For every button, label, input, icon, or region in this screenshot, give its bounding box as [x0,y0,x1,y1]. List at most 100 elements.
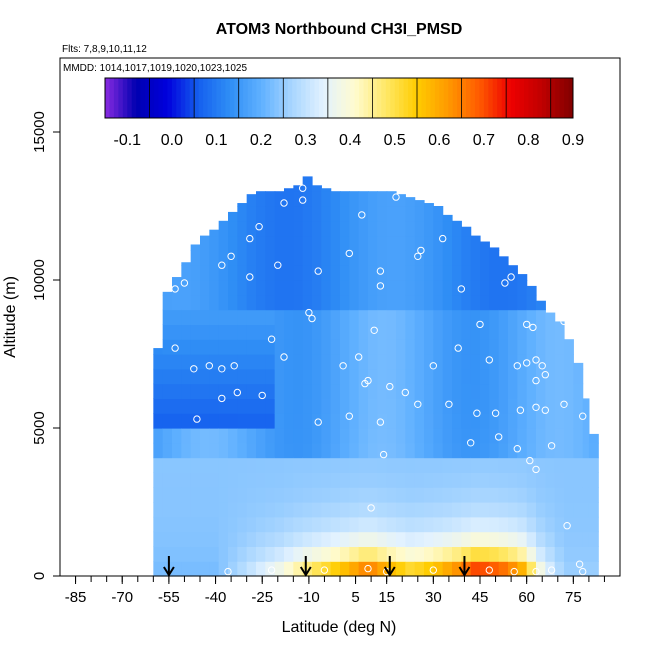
colorbar-tick-label: 0.4 [339,132,361,149]
heatmap-cell [312,561,322,577]
observation-point [563,522,571,530]
heatmap-cell [545,354,556,370]
heatmap-cell [405,413,416,429]
heatmap-cell [321,428,332,444]
colorbar-frame [104,77,574,119]
heatmap-cell [162,368,173,385]
heatmap-cell [312,250,322,266]
heatmap-cell [162,428,173,444]
heatmap-cell [508,413,518,429]
heatmap-cell [554,531,565,547]
heatmap-cell [321,280,332,296]
heatmap-cell [349,442,360,459]
heatmap-cell [545,398,556,414]
heatmap-cell [153,368,164,385]
colorbar-segment [385,78,391,118]
heatmap-cell [246,413,257,429]
heatmap-cell [526,354,537,370]
heatmap-cell [330,428,341,444]
heatmap-cell [405,354,416,370]
heatmap-cell [246,487,257,503]
heatmap-cell [480,398,490,414]
heatmap-cell [396,546,406,562]
colorbar-segment [350,78,356,118]
observation-point [280,353,288,361]
heatmap-cell [405,398,416,414]
heatmap-cell [321,220,332,237]
heatmap-cell [526,546,537,562]
heatmap-cell [293,235,304,251]
heatmap-cell [340,265,350,281]
heatmap-cell [498,516,509,533]
heatmap-cell [396,324,406,340]
observation-point [299,184,307,192]
heatmap-cell [358,442,369,459]
heatmap-cell [517,309,528,325]
heatmap-cell [256,516,266,533]
heatmap-cell [470,502,481,518]
observation-point [532,356,540,364]
heatmap-cell [480,502,490,518]
heatmap-cell [330,487,341,503]
heatmap-cell [358,324,369,340]
heatmap-cell [433,516,444,533]
heatmap-cell [452,354,462,370]
heatmap-cell [368,220,378,237]
heatmap-cell [368,309,378,325]
colorbar-segment [122,78,128,118]
heatmap-cell [396,487,406,503]
heatmap-cell [582,428,590,444]
heatmap-cell [321,516,332,533]
heatmap-cell [312,487,322,503]
colorbar-segment [421,78,427,118]
heatmap-cell [424,203,434,207]
heatmap-cell [237,250,248,266]
heatmap-cell [237,383,248,399]
heatmap-cell [190,561,201,577]
colorbar-segment [207,78,213,118]
heatmap-cell [442,339,453,355]
heatmap-cell [340,235,350,251]
heatmap-cell [246,561,257,577]
heatmap-cell [452,502,462,518]
heatmap-cell [554,324,565,340]
heatmap-cell [414,354,425,370]
heatmap-cell [237,457,248,473]
observation-point [274,261,282,269]
heatmap-cell [302,368,313,385]
heatmap-cell [573,362,584,370]
colorbar-segment [247,78,253,118]
colorbar-tick-label: 0.0 [161,132,183,149]
heatmap-cell [330,191,341,207]
heatmap-cell [368,531,378,547]
heatmap-cell [218,265,229,281]
heatmap-cell [330,280,341,296]
heatmap-cell [293,487,304,503]
observation-point [476,320,484,329]
heatmap-cell [498,354,509,370]
heatmap-cell [349,502,360,518]
heatmap-cell [498,428,509,444]
heatmap-cell [218,398,229,414]
heatmap-cell [349,235,360,251]
heatmap-cell [405,250,416,266]
colorbar-segment [532,78,538,118]
heatmap-cell [498,442,509,459]
heatmap-cell [405,235,416,251]
heatmap-cell [293,324,304,340]
heatmap-cell [256,398,266,414]
heatmap-cell [433,487,444,503]
heatmap-cell [480,339,490,355]
x-axis: -85 -70 -55 -40 -25 -10 5 15 30 45 60 75 [65,576,605,606]
colorbar-segment [470,78,476,118]
heatmap-cell [321,235,332,251]
colorbar-segment [466,78,471,118]
heatmap-cell [265,294,276,311]
heatmap-cell [209,235,220,251]
heatmap-cell [284,206,294,222]
x-tick-label: 15 [378,589,395,606]
heatmap-cell [358,516,369,533]
heatmap-cell [442,250,453,266]
heatmap-cell [564,428,574,444]
heatmap-cell [545,472,556,488]
